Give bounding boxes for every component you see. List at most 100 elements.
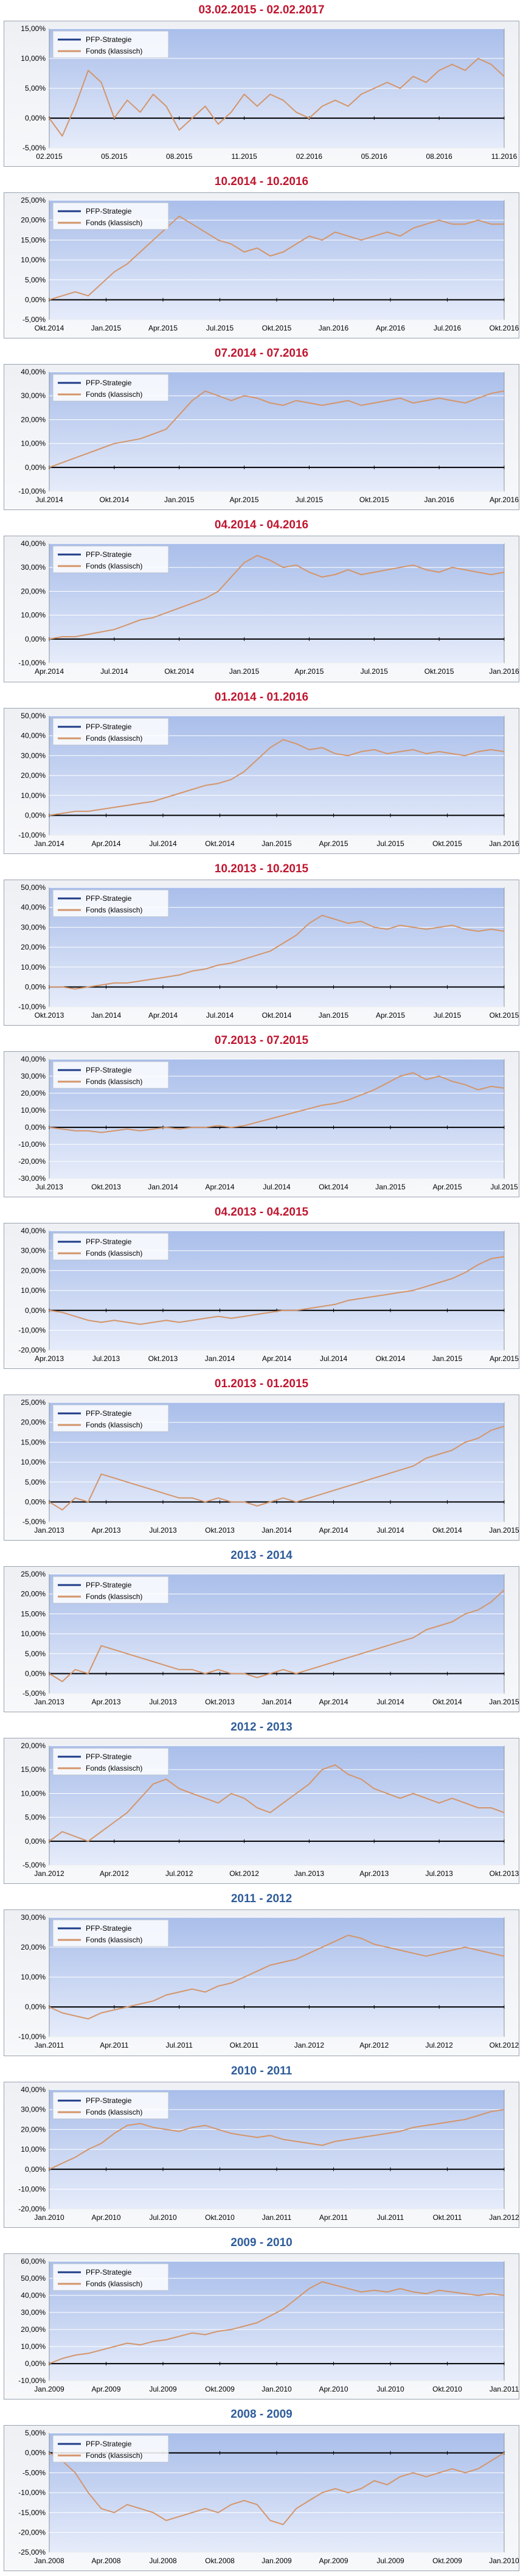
x-tick-label: Apr.2013 (359, 1869, 389, 1878)
chart-panel: 10.2013 - 10.2015 50,00% 40,00% 30,00% 20,00… (0, 859, 523, 1031)
x-tick-label: Apr.2014 (205, 1183, 234, 1191)
y-tick-label: 0,00% (25, 1837, 46, 1846)
y-tick-label: 20,00% (21, 1943, 46, 1951)
y-tick-label: -10,00% (18, 1003, 46, 1011)
y-tick-label: 0,00% (25, 1306, 46, 1315)
legend-label: PFP-Strategie (86, 207, 132, 215)
x-tick-label: Jul.2013 (92, 1354, 120, 1363)
chart-frame: 20,00% 15,00% 10,00% 5,00% 0,00% -5,00% Jan.20… (4, 1738, 519, 1885)
y-tick-label: -10,00% (18, 659, 46, 668)
y-tick-label: -15,00% (18, 2508, 46, 2517)
x-tick-label: Jul.2012 (165, 1869, 193, 1878)
legend (52, 718, 169, 746)
x-tick-label: Jan.2012 (294, 2042, 325, 2050)
y-tick-label: 10,00% (21, 439, 46, 448)
y-tick-label: 10,00% (21, 2342, 46, 2351)
legend-label: Fonds (klassisch) (86, 2451, 142, 2460)
chart-svg: 25,00% 20,00% 15,00% 10,00% 5,00% 0,00% -5,00%… (21, 1570, 519, 1706)
x-tick-label: Okt.2014 (100, 495, 130, 504)
y-tick-label: 20,00% (21, 587, 46, 596)
y-tick-label: 40,00% (21, 1227, 46, 1235)
x-tick-label: Jan.2015 (91, 324, 122, 332)
y-tick-label: 20,00% (21, 771, 46, 780)
x-tick-label: Apr.2009 (319, 2557, 348, 2565)
series-line-fonds (49, 1072, 505, 1133)
chart-title: 2012 - 2013 (230, 1721, 293, 1734)
y-tick-label: 10,00% (21, 1790, 46, 1798)
chart-svg: 25,00% 20,00% 15,00% 10,00% 5,00% 0,00% -5,00%… (21, 1398, 519, 1535)
y-tick-label: 0,00% (25, 2359, 46, 2368)
chart-svg: 5,00% 0,00% -5,00% -10,00% -15,00% -20,00% -25… (18, 2429, 519, 2565)
chart-panel: 07.2014 - 07.2016 40,00% 30,00% 20,00% 10,00… (0, 343, 523, 515)
chart-title: 04.2014 - 04.2016 (214, 519, 309, 532)
x-tick-label: Jul.2011 (377, 2213, 404, 2222)
x-tick-label: Jul.2011 (165, 2042, 193, 2050)
x-tick-label: 02.2015 (36, 152, 63, 161)
y-tick-label: 10,00% (21, 1106, 46, 1115)
x-tick-label: Jul.2009 (376, 2557, 404, 2565)
chart-frame: 25,00% 20,00% 15,00% 10,00% 5,00% 0,00% -5,00%… (4, 1566, 519, 1713)
legend-label: Fonds (klassisch) (86, 1936, 142, 1944)
chart-frame: 5,00% 0,00% -5,00% -10,00% -15,00% -20,00% -25… (4, 2424, 519, 2571)
x-tick-label: Jan.2013 (34, 1526, 64, 1535)
x-tick-label: Jan.2014 (91, 1011, 122, 1020)
chart-panel: 2012 - 2013 20,00% 15,00% 10,00% 5,00% 0,00% -… (0, 1717, 523, 1889)
y-tick-label: 20,00% (21, 416, 46, 424)
x-tick-label: Apr.2014 (319, 1526, 348, 1535)
y-tick-label: 40,00% (21, 2291, 46, 2300)
legend-label: PFP-Strategie (86, 2440, 132, 2448)
x-tick-label: 02.2016 (296, 152, 323, 161)
x-tick-label: Jul.2009 (149, 2385, 177, 2393)
x-tick-label: Jan.2015 (229, 668, 260, 676)
x-tick-label: Okt.2011 (433, 2213, 462, 2222)
y-tick-label: 5,00% (25, 2429, 46, 2437)
chart-svg: 60,00% 50,00% 40,00% 30,00% 20,00% 10,00% 0,00… (18, 2257, 519, 2393)
legend-label: PFP-Strategie (86, 1924, 132, 1933)
x-tick-label: Apr.2015 (376, 1011, 405, 1020)
legend-label: Fonds (klassisch) (86, 1421, 142, 1429)
chart-title: 01.2014 - 01.2016 (214, 690, 309, 704)
y-tick-label: 0,00% (25, 2449, 46, 2457)
y-tick-label: 30,00% (21, 2105, 46, 2113)
series-line-fonds (49, 914, 505, 990)
y-tick-label: 30,00% (21, 1913, 46, 1922)
x-tick-label: Okt.2011 (230, 2042, 259, 2050)
legend-label: PFP-Strategie (86, 2268, 132, 2277)
legend-label: PFP-Strategie (86, 2096, 132, 2105)
y-tick-label: -5,00% (23, 2468, 46, 2477)
y-tick-label: -10,00% (18, 2488, 46, 2497)
legend (52, 1748, 169, 1776)
x-tick-label: Jul.2016 (434, 324, 462, 332)
chart-panel: 2011 - 2012 30,00% 20,00% 10,00% 0,00% -10,00… (0, 1889, 523, 2060)
y-tick-label: 60,00% (21, 2257, 46, 2266)
y-tick-label: 5,00% (25, 276, 46, 284)
x-tick-label: Jan.2015 (432, 1354, 463, 1363)
y-tick-label: -20,00% (18, 1346, 46, 1354)
x-tick-label: Jan.2012 (34, 1869, 64, 1878)
x-tick-label: Okt.2015 (359, 495, 389, 504)
x-tick-label: Jan.2011 (490, 2385, 519, 2393)
x-tick-label: Apr.2013 (91, 1526, 120, 1535)
y-tick-label: -10,00% (18, 1140, 46, 1149)
y-tick-label: 5,00% (25, 84, 46, 93)
x-tick-label: Okt.2014 (432, 1698, 462, 1706)
legend-label: PFP-Strategie (86, 894, 132, 903)
y-tick-label: 15,00% (21, 236, 46, 245)
chart-title: 10.2013 - 10.2015 (214, 862, 309, 875)
legend-label: PFP-Strategie (86, 1581, 132, 1589)
chart-frame: 40,00% 30,00% 20,00% 10,00% 0,00% -10,00% -20,… (4, 1051, 519, 1197)
chart-panel: 01.2013 - 01.2015 25,00% 20,00% 15,00% 10,00… (0, 1374, 523, 1545)
x-tick-label: Okt.2014 (205, 839, 235, 848)
y-tick-label: 40,00% (21, 539, 46, 548)
x-tick-label: Apr.2013 (91, 1698, 120, 1706)
chart-frame: 50,00% 40,00% 30,00% 20,00% 10,00% 0,00% -10,0… (4, 707, 519, 854)
chart-title: 07.2013 - 07.2015 (214, 1034, 309, 1047)
chart-frame: 40,00% 30,00% 20,00% 10,00% 0,00% -10,00% Apr.… (4, 536, 519, 682)
x-tick-label: Apr.2015 (294, 668, 324, 676)
legend-label: Fonds (klassisch) (86, 1592, 142, 1601)
y-tick-label: -10,00% (18, 2185, 46, 2193)
y-tick-label: 0,00% (25, 296, 46, 304)
chart-title: 2010 - 2011 (230, 2064, 293, 2077)
x-tick-label: Jan.2014 (205, 1354, 235, 1363)
